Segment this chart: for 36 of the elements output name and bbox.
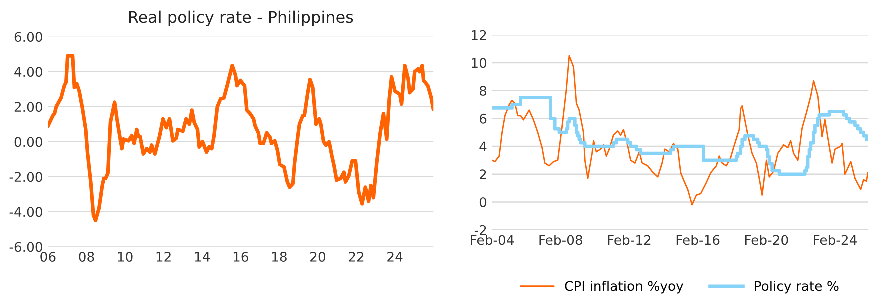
x-tick-label: 08 bbox=[79, 252, 94, 262]
y-tick-label: 4 bbox=[480, 142, 487, 152]
y-tick-label: -4.00 bbox=[10, 207, 42, 218]
x-tick-label: Feb-16 bbox=[676, 234, 720, 246]
y-tick-label: 12 bbox=[472, 30, 486, 40]
y-tick-label: 0 bbox=[480, 197, 487, 208]
y-tick-label: 2 bbox=[480, 170, 486, 180]
chart-title: Real policy rate - Philippines bbox=[129, 10, 354, 26]
y-tick-label: 4.00 bbox=[14, 67, 42, 78]
x-tick-label: Feb-24 bbox=[814, 234, 857, 246]
x-tick-label: Feb-20 bbox=[746, 234, 788, 246]
x-tick-label: 06 bbox=[40, 252, 56, 262]
x-tick-label: 24 bbox=[388, 252, 403, 262]
x-tick-label: 12 bbox=[156, 252, 171, 262]
y-tick-label: -6.00 bbox=[10, 242, 42, 252]
legend-label: CPI inflation %yoy bbox=[565, 280, 684, 294]
x-tick-label: 14 bbox=[195, 252, 210, 262]
y-tick-label: -2.00 bbox=[10, 172, 42, 182]
y-tick-label: -2 bbox=[474, 225, 486, 236]
y-tick-label: 8 bbox=[480, 86, 487, 96]
y-tick-label: 10 bbox=[472, 58, 487, 68]
y-tick-label: 0.00 bbox=[14, 137, 42, 148]
legend-label: Policy rate % bbox=[755, 280, 839, 294]
x-tick-label: Feb-04 bbox=[471, 234, 514, 246]
y-tick-label: 6.00 bbox=[14, 32, 42, 42]
x-tick-label: 16 bbox=[234, 252, 248, 262]
line-series bbox=[492, 55, 868, 206]
x-tick-label: Feb-12 bbox=[608, 234, 651, 246]
x-tick-label: 22 bbox=[349, 252, 364, 262]
x-tick-label: 10 bbox=[118, 252, 133, 262]
line-series bbox=[48, 54, 434, 222]
x-tick-label: 18 bbox=[272, 252, 287, 262]
x-tick-label: Feb-08 bbox=[540, 234, 582, 246]
y-tick-label: 6 bbox=[480, 114, 487, 124]
y-tick-label: 2.00 bbox=[14, 102, 42, 112]
x-tick-label: 20 bbox=[310, 252, 326, 262]
